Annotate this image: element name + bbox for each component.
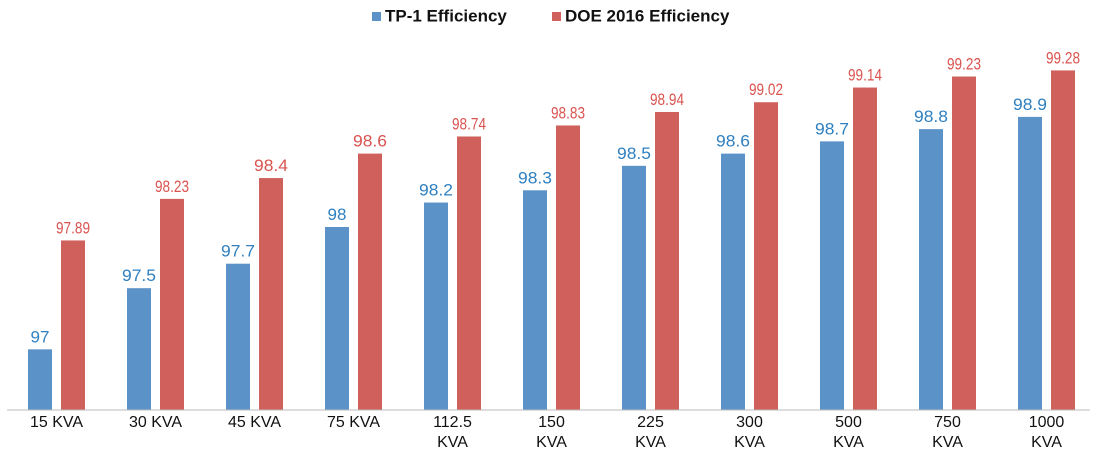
value-label: 97.5 bbox=[122, 266, 156, 285]
x-tick-label: 75 KVA bbox=[326, 414, 381, 431]
x-tick-label: 45 KVA bbox=[227, 414, 282, 431]
x-tick-label: 150 KVA bbox=[536, 414, 567, 451]
bar bbox=[126, 287, 152, 411]
x-tick-label: 15 KVA bbox=[29, 414, 84, 431]
bar bbox=[60, 239, 86, 411]
bar bbox=[654, 111, 680, 411]
bar bbox=[357, 152, 383, 411]
x-tick-label: 30 KVA bbox=[128, 414, 183, 431]
x-tick-label: 1000 KVA bbox=[1028, 414, 1065, 451]
value-label: 98.94 bbox=[650, 90, 684, 109]
bar bbox=[753, 101, 779, 411]
value-label: 97.7 bbox=[221, 242, 255, 261]
bar bbox=[456, 135, 482, 411]
bar bbox=[522, 189, 548, 411]
value-label: 98 bbox=[328, 205, 347, 224]
value-label: 98.5 bbox=[617, 144, 651, 163]
value-label: 98.7 bbox=[815, 119, 849, 138]
value-label: 98.9 bbox=[1013, 95, 1047, 114]
bar bbox=[555, 124, 581, 411]
value-label: 99.14 bbox=[848, 66, 882, 85]
bar bbox=[1050, 69, 1076, 411]
bar bbox=[951, 75, 977, 411]
x-tick-label: 112.5 KVA bbox=[433, 414, 472, 451]
legend-swatch bbox=[552, 12, 561, 21]
bar bbox=[159, 197, 185, 411]
bar bbox=[258, 177, 284, 411]
bar bbox=[324, 226, 350, 411]
value-label: 99.23 bbox=[947, 55, 981, 74]
value-label: 98.83 bbox=[551, 103, 585, 122]
bar bbox=[1017, 115, 1043, 411]
legend-label: TP-1 Efficiency bbox=[385, 6, 507, 25]
value-label: 98.4 bbox=[254, 156, 288, 175]
value-label: 98.74 bbox=[452, 114, 486, 133]
bar bbox=[852, 86, 878, 411]
bar bbox=[225, 262, 251, 411]
value-label: 97.89 bbox=[56, 218, 90, 237]
legend-swatch bbox=[372, 12, 381, 21]
x-tick-label: 300 KVA bbox=[734, 414, 765, 451]
value-label: 98.6 bbox=[353, 132, 387, 151]
x-tick-label: 225 KVA bbox=[635, 414, 666, 451]
value-label: 98.3 bbox=[518, 168, 552, 187]
bar bbox=[423, 201, 449, 411]
value-label: 98.6 bbox=[716, 132, 750, 151]
value-label: 98.2 bbox=[419, 181, 453, 200]
legend-label: DOE 2016 Efficiency bbox=[565, 6, 730, 25]
value-label: 99.28 bbox=[1046, 48, 1080, 67]
value-label: 97 bbox=[31, 327, 50, 346]
x-tick-label: 500 KVA bbox=[833, 414, 864, 451]
value-label: 99.02 bbox=[749, 80, 783, 99]
bar bbox=[720, 152, 746, 411]
bar bbox=[819, 140, 845, 411]
x-tick-label: 750 KVA bbox=[932, 414, 963, 451]
bar bbox=[621, 164, 647, 411]
bar bbox=[27, 348, 53, 411]
value-label: 98.23 bbox=[155, 177, 189, 196]
value-label: 98.8 bbox=[914, 107, 948, 126]
bar bbox=[918, 128, 944, 411]
